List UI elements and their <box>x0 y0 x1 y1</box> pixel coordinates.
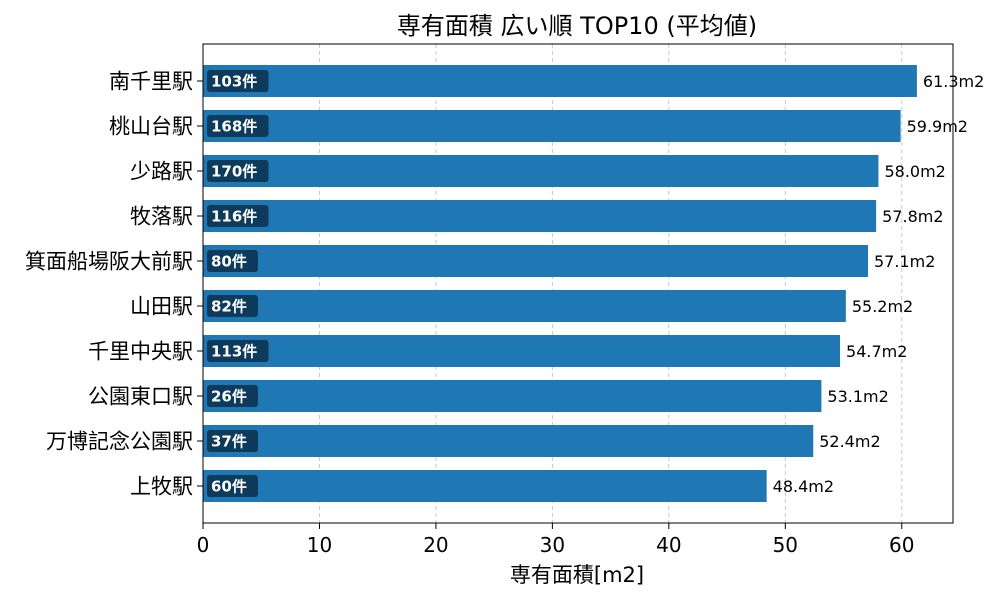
count-label: 168件 <box>211 118 257 136</box>
bar <box>203 380 822 412</box>
value-label: 52.4m2 <box>819 432 880 451</box>
value-label: 59.9m2 <box>907 117 968 136</box>
count-badge <box>207 115 269 137</box>
x-tick-label: 30 <box>540 533 565 557</box>
bar <box>203 425 814 457</box>
count-label: 82件 <box>211 298 247 316</box>
y-tick-label: 万博記念公園駅 <box>46 430 193 454</box>
y-tick-label: 南千里駅 <box>109 70 193 94</box>
y-tick-label: 公園東口駅 <box>88 385 193 409</box>
x-tick-label: 60 <box>889 533 914 557</box>
y-tick-label: 上牧駅 <box>130 475 193 499</box>
count-label: 113件 <box>211 343 257 361</box>
x-tick-label: 0 <box>197 533 210 557</box>
count-badge <box>207 385 258 407</box>
y-tick-label: 桃山台駅 <box>109 115 193 139</box>
count-badge <box>207 250 258 272</box>
bars: 103件 61.3m2 168件 59.9m2 170件 58.0m2 116件 57.8m2… <box>203 65 984 502</box>
count-badge <box>207 295 258 317</box>
count-label: 80件 <box>211 253 247 271</box>
plot-frame <box>202 43 954 524</box>
count-badge <box>207 340 269 362</box>
value-label: 54.7m2 <box>846 342 907 361</box>
bar <box>203 200 877 232</box>
value-label: 53.1m2 <box>827 387 888 406</box>
x-tick-label: 40 <box>656 533 681 557</box>
count-label: 103件 <box>211 73 257 91</box>
y-tick-labels: 南千里駅桃山台駅少路駅牧落駅箕面船場阪大前駅山田駅千里中央駅公園東口駅万博記念公… <box>25 70 203 499</box>
bar <box>203 110 901 142</box>
y-tick-label: 山田駅 <box>130 295 193 319</box>
count-label: 60件 <box>211 478 247 496</box>
value-label: 57.1m2 <box>874 252 935 271</box>
y-tick-label: 少路駅 <box>130 160 193 184</box>
x-axis-label: 専有面積[m2] <box>510 563 644 587</box>
x-tick-label: 50 <box>773 533 798 557</box>
y-tick-label: 千里中央駅 <box>88 340 193 364</box>
bar <box>203 335 841 367</box>
bar <box>203 290 846 322</box>
value-label: 58.0m2 <box>884 162 945 181</box>
x-tick-label: 20 <box>423 533 448 557</box>
bar <box>203 65 917 97</box>
value-label: 57.8m2 <box>882 207 943 226</box>
chart-title: 専有面積 広い順 TOP10 (平均値) <box>397 12 757 40</box>
value-label: 48.4m2 <box>773 477 834 496</box>
count-label: 26件 <box>211 388 247 406</box>
bar <box>203 245 868 277</box>
y-tick-label: 牧落駅 <box>130 205 193 229</box>
x-tick-labels: 0 10 20 30 40 50 60 <box>197 523 914 557</box>
count-badge <box>207 205 269 227</box>
count-label: 37件 <box>211 433 247 451</box>
x-tick-label: 10 <box>307 533 332 557</box>
value-label: 55.2m2 <box>852 297 913 316</box>
count-badge <box>207 70 269 92</box>
count-badge <box>207 160 269 182</box>
bar <box>203 155 879 187</box>
count-badge <box>207 475 258 497</box>
count-label: 170件 <box>211 163 257 181</box>
count-label: 116件 <box>211 208 257 226</box>
value-label: 61.3m2 <box>923 72 984 91</box>
bar <box>203 470 767 502</box>
y-tick-label: 箕面船場阪大前駅 <box>25 250 193 274</box>
count-badge <box>207 430 258 452</box>
